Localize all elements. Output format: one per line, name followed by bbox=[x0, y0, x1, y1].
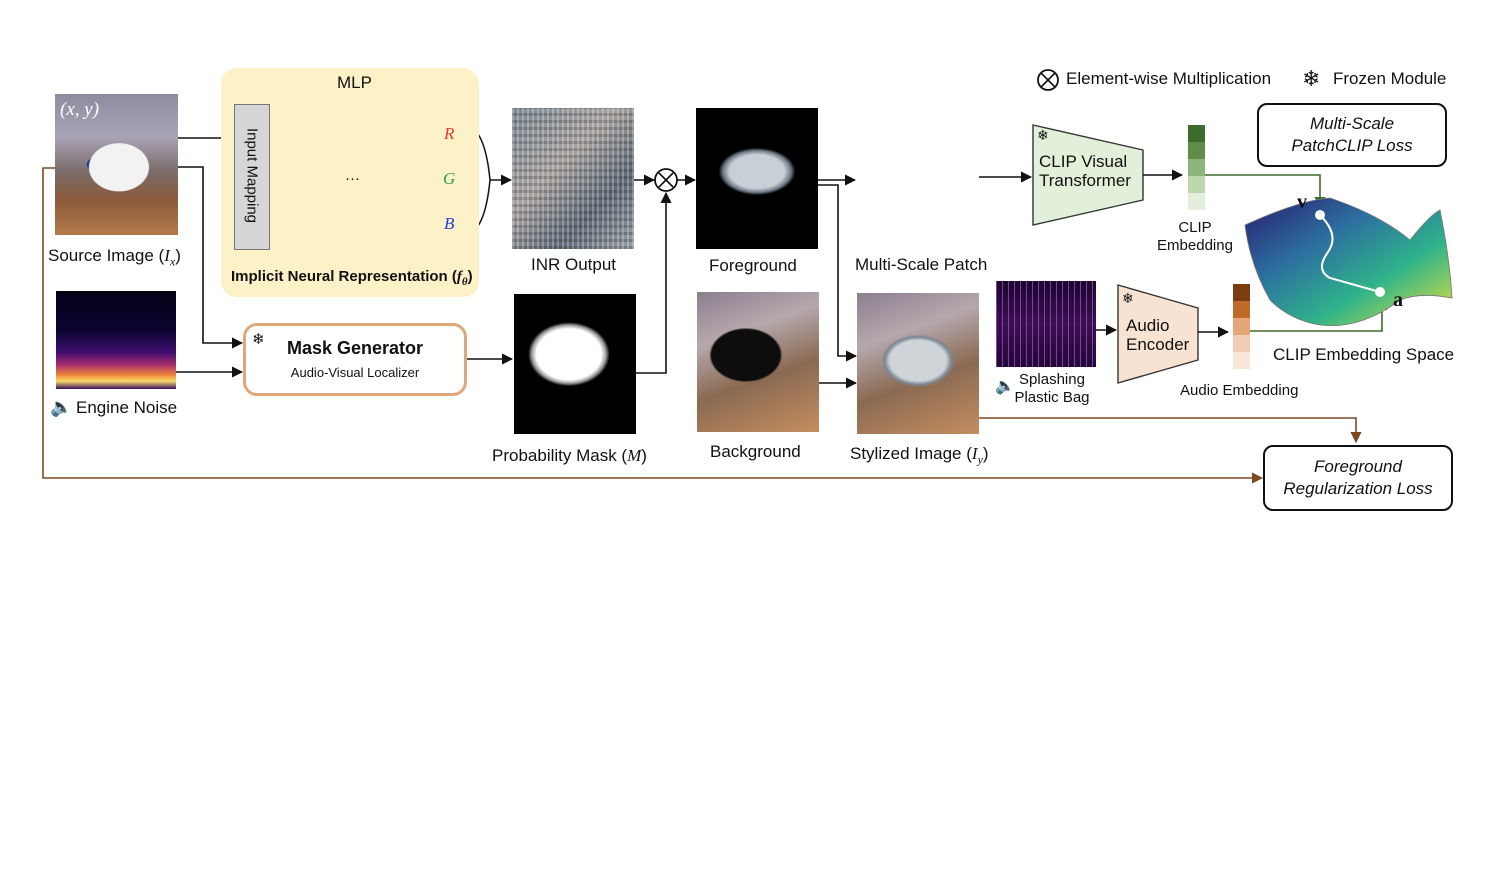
mlp-ellipsis: ··· bbox=[345, 170, 360, 187]
inr-label: Implicit Neural Representation (fθ) bbox=[231, 268, 473, 288]
audio-encoder-label: Audio Encoder bbox=[1126, 316, 1190, 354]
audio-embedding-label: Audio Embedding bbox=[1180, 382, 1299, 399]
audio-frozen-icon: ❄ bbox=[1122, 290, 1134, 306]
probability-mask-image bbox=[514, 294, 636, 434]
mask-generator-subtitle: Audio-Visual Localizer bbox=[290, 365, 420, 380]
background-image bbox=[697, 292, 819, 432]
legend-frozen-label: Frozen Module bbox=[1333, 69, 1447, 88]
arrow-source-to-maskgen bbox=[178, 166, 244, 349]
splashing-spectrogram bbox=[996, 281, 1096, 367]
clip-frozen-icon: ❄ bbox=[1037, 127, 1049, 143]
clip-visual-shape bbox=[1032, 124, 1144, 226]
clip-embedding-label: CLIP Embedding bbox=[1157, 219, 1233, 254]
a-label: a bbox=[1393, 289, 1403, 311]
inr-output-image bbox=[512, 108, 634, 249]
engine-spectrogram bbox=[56, 291, 176, 389]
arrow-stylized-to-fgloss bbox=[979, 417, 1362, 444]
foreground-label: Foreground bbox=[709, 256, 797, 275]
embedding-path bbox=[1319, 214, 1381, 293]
mlp-title: MLP bbox=[337, 73, 372, 92]
coord-label: (x, y) bbox=[60, 99, 100, 120]
source-image-label: Source Image (Ix) bbox=[48, 246, 181, 269]
arrow-mask-to-multiply bbox=[636, 191, 672, 374]
stylized-image bbox=[857, 293, 979, 434]
snowflake-icon: ❄ bbox=[1302, 66, 1321, 91]
patchclip-loss-box: Multi-Scale PatchCLIP Loss bbox=[1257, 103, 1447, 167]
output-g-label: G bbox=[443, 169, 456, 188]
stylized-image-label: Stylized Image (Iy) bbox=[850, 444, 989, 467]
input-mapping-box: Input Mapping bbox=[234, 104, 270, 250]
output-b-label: B bbox=[444, 214, 455, 233]
arrow-clipemb-to-v bbox=[1205, 174, 1326, 209]
output-r-label: R bbox=[444, 124, 455, 143]
probability-mask-label: Probability Mask (M) bbox=[492, 446, 647, 465]
embedding-space-label: CLIP Embedding Space bbox=[1273, 345, 1455, 364]
speaker-icon: 🔈 bbox=[50, 397, 73, 417]
multiscale-patch-label: Multi-Scale Patch bbox=[855, 255, 988, 274]
source-image: (x, y) bbox=[55, 94, 178, 235]
speaker-icon: 🔈 bbox=[995, 378, 1015, 395]
embedding-surface bbox=[1244, 197, 1453, 327]
input-mapping-label: Input Mapping bbox=[243, 127, 261, 224]
engine-noise-label: Engine Noise bbox=[76, 398, 178, 417]
mask-gen-frozen-icon: ❄ bbox=[252, 331, 265, 348]
splashing-label: Splashing Plastic Bag bbox=[1014, 371, 1090, 406]
mask-generator-box: ❄ Mask Generator Audio-Visual Localizer bbox=[243, 323, 467, 396]
mask-generator-title: Mask Generator bbox=[286, 338, 424, 358]
v-label: v bbox=[1297, 191, 1307, 213]
inr-output-label: INR Output bbox=[531, 255, 617, 274]
fg-regularization-loss-box: Foreground Regularization Loss bbox=[1263, 445, 1453, 511]
clip-visual-label: CLIP Visual Transformer bbox=[1039, 152, 1131, 190]
background-label: Background bbox=[710, 442, 801, 461]
audio-encoder-shape bbox=[1117, 284, 1199, 384]
legend-elementwise-label: Element-wise Multiplication bbox=[1066, 69, 1272, 88]
foreground-image bbox=[696, 108, 818, 249]
arrow-fg-to-stylized bbox=[818, 184, 858, 362]
arrow-source-to-fgloss bbox=[42, 167, 1264, 484]
